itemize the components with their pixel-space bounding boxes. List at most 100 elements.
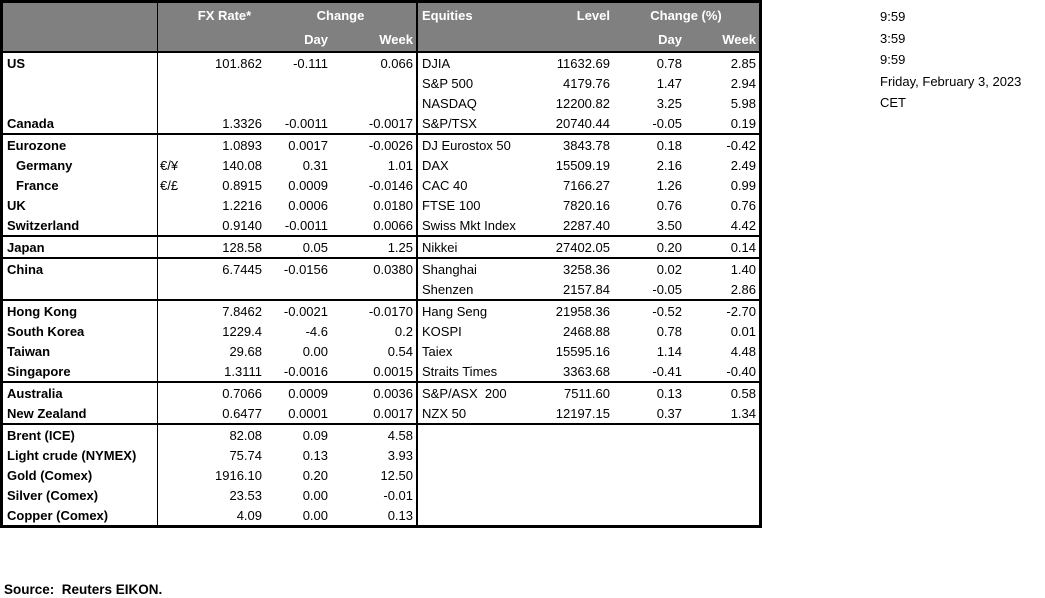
equity-name: S&P 500 [422, 75, 474, 91]
level-header: Level [576, 7, 610, 23]
fx-row-label: Copper (Comex) [3, 505, 158, 525]
fx-week-change-value: 4.58 [331, 425, 418, 445]
table-header-row-2: Day Week Day Week [3, 27, 759, 53]
table-row: NASDAQ 12200.82 3.25 5.98 [3, 93, 759, 113]
equity-level-value: 7511.60 [563, 385, 610, 401]
fx-pair-label [158, 73, 184, 93]
table-row: Eurozone 1.0893 0.0017 -0.0026 DJ Eurostox 5… [3, 135, 759, 155]
equity-name: Hang Seng [422, 303, 488, 319]
equity-day-change-value: 0.78 [656, 323, 682, 339]
table-row: Canada 1.3326 -0.0011 -0.0017 S&P/TSX 20740.4… [3, 113, 759, 135]
fx-rate-value: 82.08 [229, 427, 262, 443]
equity-level-value: 12200.82 [555, 95, 610, 111]
fx-rate-value: 0.9140 [222, 217, 262, 233]
equity-week-change-value: 2.94 [730, 75, 756, 91]
equity-level-value: 2157.84 [563, 281, 610, 297]
table-row: Shenzen 2157.84 -0.05 2.86 [3, 279, 759, 301]
equity-level-value [537, 505, 613, 525]
fx-rate-value: 128.58 [222, 239, 262, 255]
eq-change-header: Change (%) [650, 7, 722, 23]
time-value: 9:59 [880, 52, 906, 67]
equity-week-change-value: 2.49 [730, 157, 756, 173]
fx-pair-label [158, 301, 184, 321]
fx-rate-subheader [184, 27, 265, 51]
fx-row-label: New Zealand [3, 403, 158, 423]
equity-day-change-value: -0.52 [652, 303, 682, 319]
fx-rate-value: 1229.4 [222, 323, 262, 339]
fx-row-label: Silver (Comex) [3, 485, 158, 505]
equity-day-change-value: 0.37 [656, 405, 682, 421]
equity-name [418, 425, 537, 445]
equity-name: NASDAQ [422, 95, 477, 111]
fx-rate-value: 140.08 [222, 157, 262, 173]
fx-week-change-value: -0.01 [331, 485, 418, 505]
equity-week-change-value [685, 505, 759, 525]
equity-day-change-value [613, 505, 685, 525]
equity-day-change-value [613, 445, 685, 465]
equity-name: DAX [422, 157, 449, 173]
equity-level-value: 7166.27 [563, 177, 610, 193]
equity-name: S&P/ASX 200 [422, 385, 507, 401]
fx-row-label [3, 73, 158, 93]
equity-week-change-value: -2.70 [726, 303, 756, 319]
fx-pair-label [158, 505, 184, 525]
fx-row-label: China [3, 259, 158, 279]
equity-level-value: 15509.19 [555, 157, 610, 173]
equity-day-change-value: 0.76 [656, 197, 682, 213]
fx-day-change-value [265, 93, 331, 113]
equity-week-change-value: 0.14 [730, 239, 756, 255]
equity-week-change-value: 1.40 [730, 261, 756, 277]
equity-week-change-value: 0.99 [730, 177, 756, 193]
fx-week-change-value [331, 93, 418, 113]
fx-change-header: Change [265, 3, 418, 27]
fx-row-label: Eurozone [3, 135, 158, 155]
fx-week-change-value: 0.0017 [331, 403, 418, 423]
corner-cell [3, 3, 158, 27]
equity-day-change-value: 0.20 [656, 239, 682, 255]
equity-name: Shenzen [422, 281, 474, 297]
equity-name: Straits Times [422, 363, 498, 379]
equity-week-change-value: 4.42 [730, 217, 756, 233]
equity-name [418, 485, 537, 505]
equity-week-change-value [685, 485, 759, 505]
fx-week-change-value: 0.0036 [331, 383, 418, 403]
equity-week-change-value: 0.58 [730, 385, 756, 401]
table-row: Germany €/¥ 140.08 0.31 1.01 DAX 15509.19 2.16 2… [3, 155, 759, 175]
fx-row-label: Hong Kong [3, 301, 158, 321]
fx-week-change-value: 0.2 [331, 321, 418, 341]
fx-row-label: Canada [3, 113, 158, 133]
fx-week-change-value [331, 73, 418, 93]
fx-day-change-value [265, 279, 331, 299]
equity-level-value: 4179.76 [563, 75, 610, 91]
fx-week-change-value: 0.0015 [331, 361, 418, 381]
equity-day-change-value: 0.02 [656, 261, 682, 277]
fx-day-change-value: -0.0016 [283, 363, 328, 379]
fx-pair-label [158, 93, 184, 113]
table-row: China 6.7445 -0.0156 0.0380 Shanghai 3258.36 0… [3, 259, 759, 279]
equity-name: Swiss Mkt Index [422, 217, 516, 233]
equity-level-value [537, 425, 613, 445]
fx-day-change-value: 0.05 [302, 239, 328, 255]
fx-week-change-value: 0.13 [331, 505, 418, 525]
equity-name: Shanghai [422, 261, 477, 277]
fx-day-change-value: -0.0011 [284, 115, 328, 131]
fx-week-change-value: 1.25 [331, 237, 418, 257]
fx-rate-value: 1916.10 [215, 467, 262, 483]
table-row: Switzerland 0.9140 -0.0011 0.0066 Swiss Mkt … [3, 215, 759, 237]
fx-week-change-value: -0.0146 [331, 175, 418, 195]
fx-day-change-value [265, 73, 331, 93]
equity-name: S&P/TSX [422, 115, 477, 131]
fx-day-change-value: -0.0011 [284, 217, 328, 233]
fx-rate-value: 0.8915 [222, 177, 262, 193]
footer-notes: Source: Reuters EIKON. * FX Rate for USD… [4, 539, 694, 598]
fx-day-change-value: 0.00 [302, 343, 328, 359]
fx-day-change-value: 0.0001 [288, 405, 328, 421]
fx-week-change-value [331, 279, 418, 299]
fx-row-label: UK [3, 195, 158, 215]
fx-day-change-value: 0.00 [302, 487, 328, 503]
equities-header: Equities [422, 7, 473, 23]
fx-rate-value: 0.6477 [222, 405, 262, 421]
fx-rate-value: 6.7445 [222, 261, 262, 277]
equity-day-change-value: 0.18 [656, 137, 682, 153]
fx-row-label: South Korea [3, 321, 158, 341]
